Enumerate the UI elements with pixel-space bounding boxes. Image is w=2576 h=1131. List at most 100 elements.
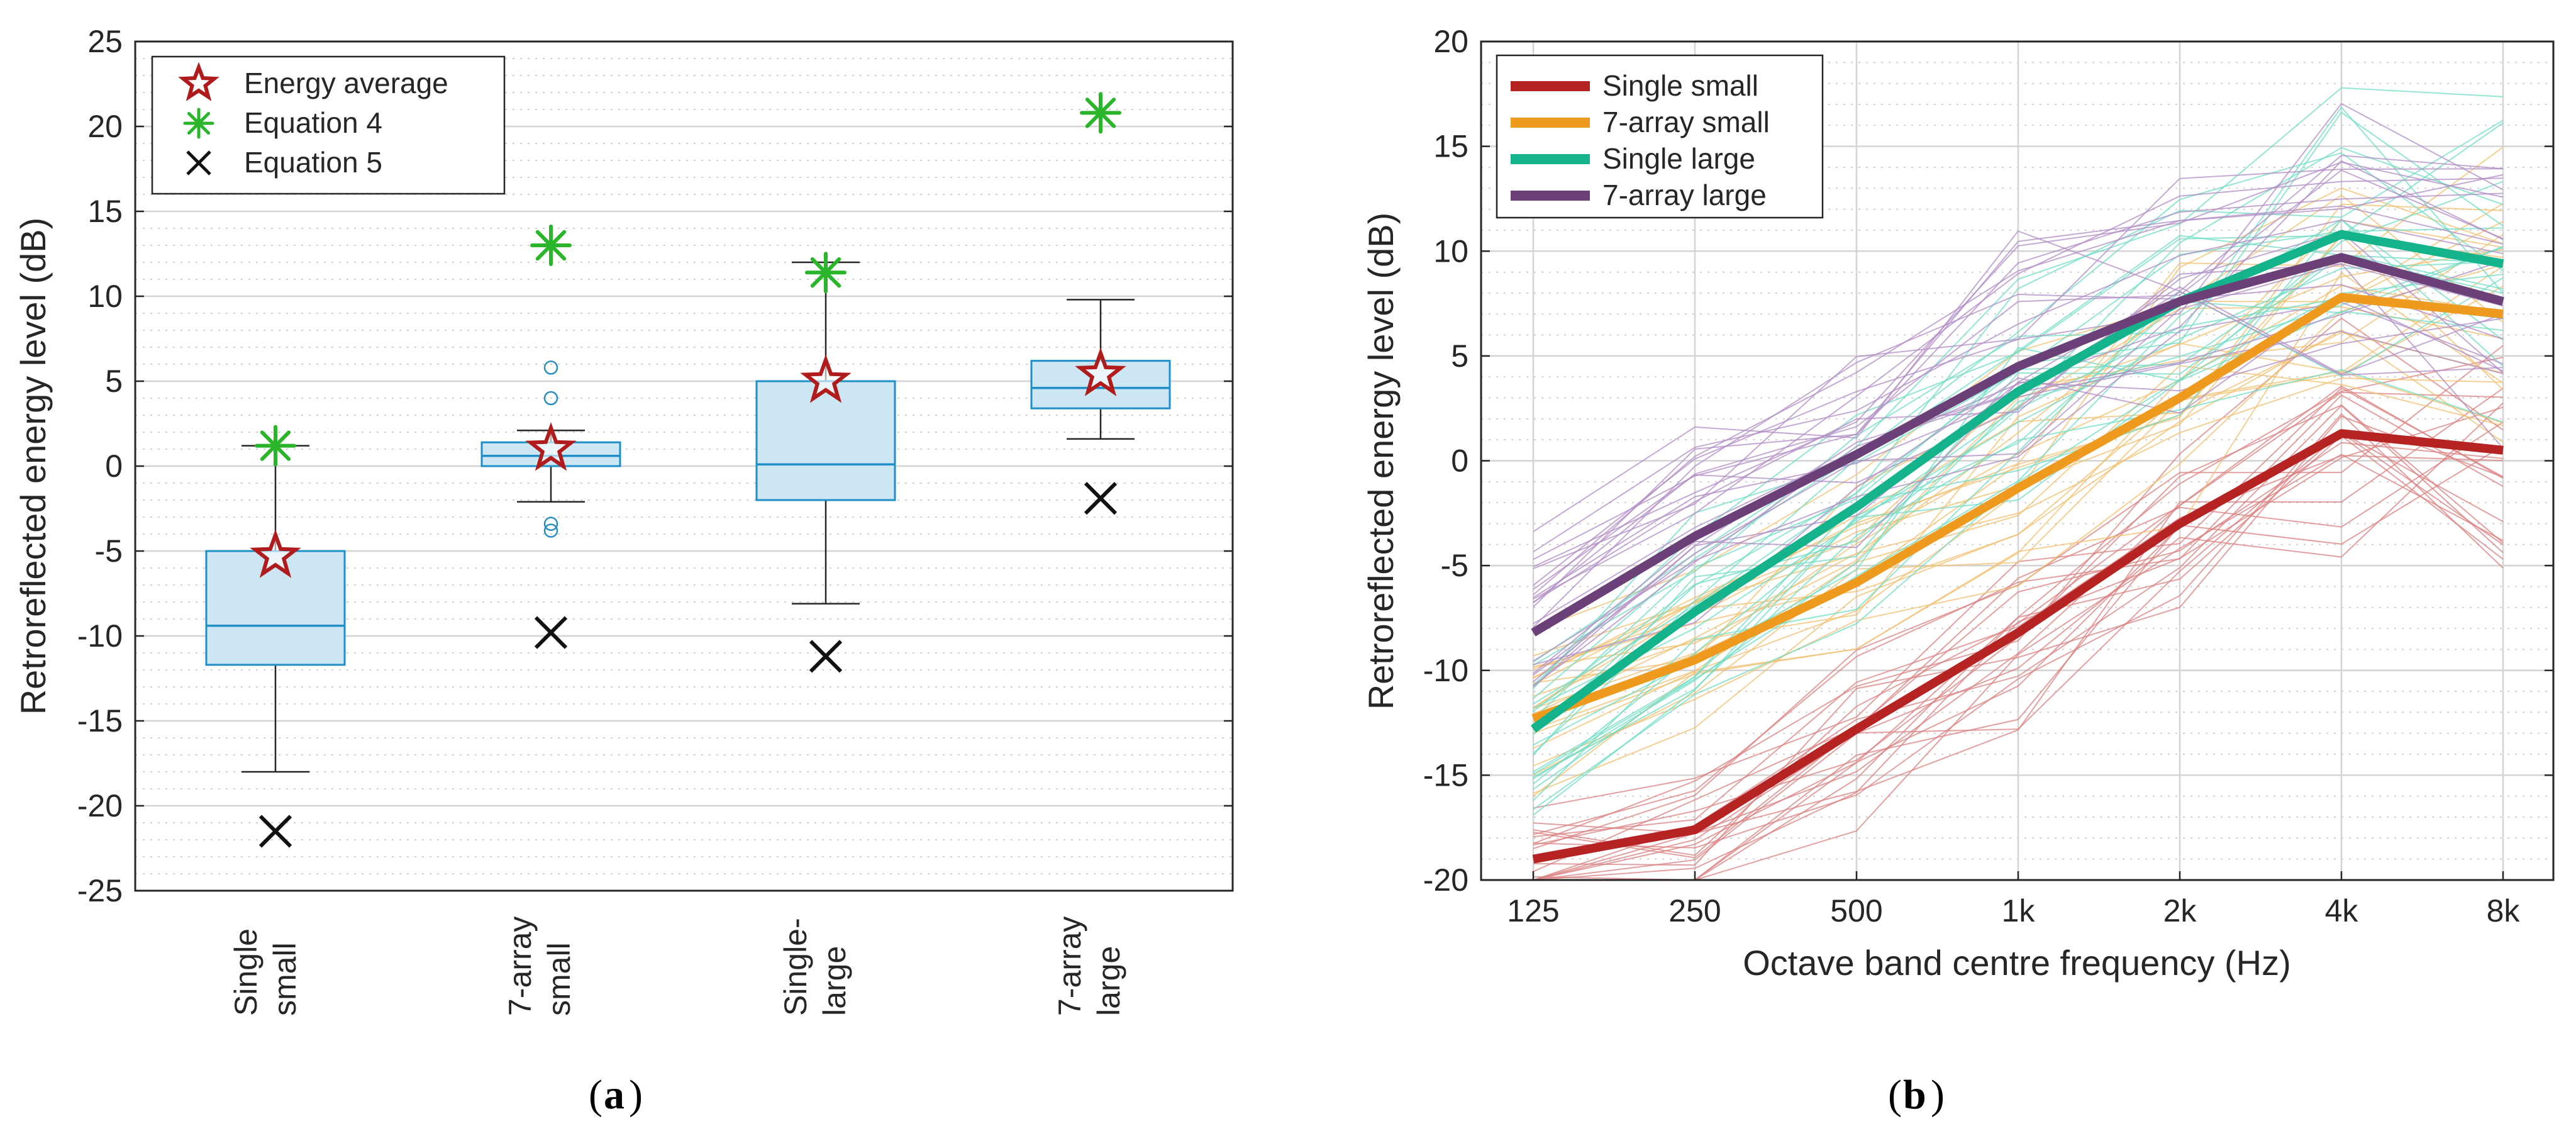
- b-xtick-label: 1k: [2002, 893, 2036, 928]
- a-xtick-4-line2: large: [1091, 946, 1126, 1016]
- trace-line: [1533, 265, 2504, 697]
- trace-line: [1533, 155, 2504, 532]
- equation-5-marker: [1084, 482, 1118, 515]
- trace-line: [1533, 369, 2504, 778]
- trace-line: [1533, 442, 2504, 872]
- a-ytick-label: 5: [105, 364, 123, 399]
- trace-line: [1533, 263, 2504, 676]
- caption-b: ( b ): [1888, 1072, 1945, 1118]
- trace-line: [1533, 317, 2504, 844]
- trace-line: [1533, 277, 2504, 801]
- trace-line: [1533, 120, 2504, 705]
- trace-line: [1533, 174, 2504, 596]
- b-ytick-label: 15: [1433, 129, 1468, 164]
- trace-line: [1533, 285, 2504, 734]
- trace-line: [1533, 245, 2504, 816]
- a-xtick-3-line1: Single-: [778, 918, 813, 1016]
- svg-text:(: (: [589, 1072, 602, 1118]
- series-single-small-line: [1532, 429, 2504, 864]
- outlier-point: [543, 523, 558, 538]
- energy-average-marker: [250, 529, 301, 578]
- trace-line: [1533, 192, 2504, 608]
- legend-single-large-label: Single large: [1602, 142, 1755, 175]
- panel-a-y-ticks: -25 -20 -15 -10 -5 0 5 10 15 20 25: [77, 24, 1233, 908]
- outlier-point: [543, 516, 558, 532]
- panel-a-boxes: [205, 261, 1171, 773]
- svg-text:): ): [1931, 1072, 1945, 1118]
- trace-line: [1533, 260, 2504, 785]
- series-single-large-line: [1530, 230, 2504, 733]
- panel-a-legend: Energy average Equation 4 Equation 5: [151, 55, 506, 195]
- box-iqr: [755, 380, 896, 501]
- panel-a-y-axis-label: Retroreflected energy level (dB): [13, 218, 53, 715]
- equation-4-marker: [530, 225, 572, 266]
- panel-a-x-ticks: Single small 7-array small Single- large…: [228, 916, 1126, 1016]
- trace-line: [1533, 161, 2504, 567]
- b-xtick-label: 4k: [2325, 893, 2359, 928]
- equation-5-marker: [258, 815, 292, 848]
- outlier-point: [543, 391, 558, 406]
- trace-line: [1533, 106, 2504, 666]
- trace-line: [1533, 345, 2504, 849]
- trace-line: [1533, 169, 2504, 603]
- trace-line: [1533, 160, 2504, 625]
- legend-7-array-small-label: 7-array small: [1602, 106, 1770, 138]
- a-xtick-1-line2: small: [267, 942, 303, 1016]
- b-ytick-label: -15: [1423, 757, 1468, 793]
- trace-line: [1533, 415, 2504, 866]
- trace-line: [1533, 365, 2504, 730]
- caption-a-letter: a: [604, 1072, 625, 1118]
- trace-line: [1533, 284, 2504, 628]
- a-ytick-label: -15: [77, 703, 123, 738]
- panel-a-markers: [250, 92, 1126, 848]
- a-ytick-label: -10: [77, 618, 123, 654]
- legend-7-array-large-label: 7-array large: [1602, 179, 1767, 211]
- trace-line: [1533, 310, 2504, 772]
- equation-4-marker: [1080, 92, 1121, 134]
- a-ytick-label: -25: [77, 873, 123, 908]
- b-ytick-label: 10: [1433, 233, 1468, 269]
- legend-equation-4-asterisk-icon: [183, 108, 214, 139]
- energy-average-marker: [1075, 347, 1126, 396]
- legend-energy-average-star-icon: [178, 62, 219, 101]
- a-ytick-label: 0: [105, 448, 123, 484]
- box-3: [755, 261, 896, 604]
- box-1: [205, 445, 346, 773]
- panel-a-boxplot: -25 -20 -15 -10 -5 0 5 10 15 20 25 Single small 7-…: [13, 24, 1234, 1016]
- trace-line: [1533, 406, 2504, 881]
- svg-text:(: (: [1888, 1072, 1902, 1118]
- a-xtick-3-line2: large: [817, 946, 852, 1016]
- a-ytick-label: -20: [77, 788, 123, 823]
- trace-line: [1533, 402, 2504, 881]
- a-xtick-2-line1: 7-array: [502, 916, 538, 1016]
- b-xtick-label: 125: [1507, 893, 1559, 928]
- trace-line: [1533, 455, 2504, 838]
- b-xtick-label: 8k: [2487, 893, 2521, 928]
- equation-4-marker: [255, 425, 296, 467]
- a-ytick-label: 15: [87, 194, 123, 229]
- series-7-array-small-line: [1531, 292, 2504, 723]
- trace-line: [1533, 377, 2504, 715]
- trace-line: [1533, 152, 2504, 699]
- panel-b-x-ticks: 125 250 500 1k 2k 4k 8k: [1507, 871, 2520, 928]
- panel-b-mean-series: [1530, 230, 2504, 864]
- b-xtick-label: 250: [1668, 893, 1721, 928]
- energy-average-marker: [800, 354, 852, 403]
- trace-line: [1533, 205, 2504, 560]
- b-xtick-label: 2k: [2163, 893, 2197, 928]
- trace-line: [1533, 394, 2504, 835]
- svg-text:): ): [629, 1072, 643, 1118]
- b-ytick-label: 20: [1433, 24, 1468, 59]
- equation-5-marker: [809, 640, 843, 673]
- trace-line: [1533, 385, 2504, 856]
- trace-line: [1533, 329, 2504, 794]
- series-7-array-large-line: [1531, 253, 2504, 637]
- equation-4-marker: [805, 252, 847, 294]
- equation-5-marker: [534, 616, 568, 649]
- trace-line: [1533, 103, 2504, 586]
- a-xtick-2-line2: small: [541, 942, 577, 1016]
- b-xtick-label: 500: [1830, 893, 1882, 928]
- panel-b-y-ticks: -20 -15 -10 -5 0 5 10 15 20: [1423, 24, 2553, 898]
- a-ytick-label: -5: [95, 533, 123, 569]
